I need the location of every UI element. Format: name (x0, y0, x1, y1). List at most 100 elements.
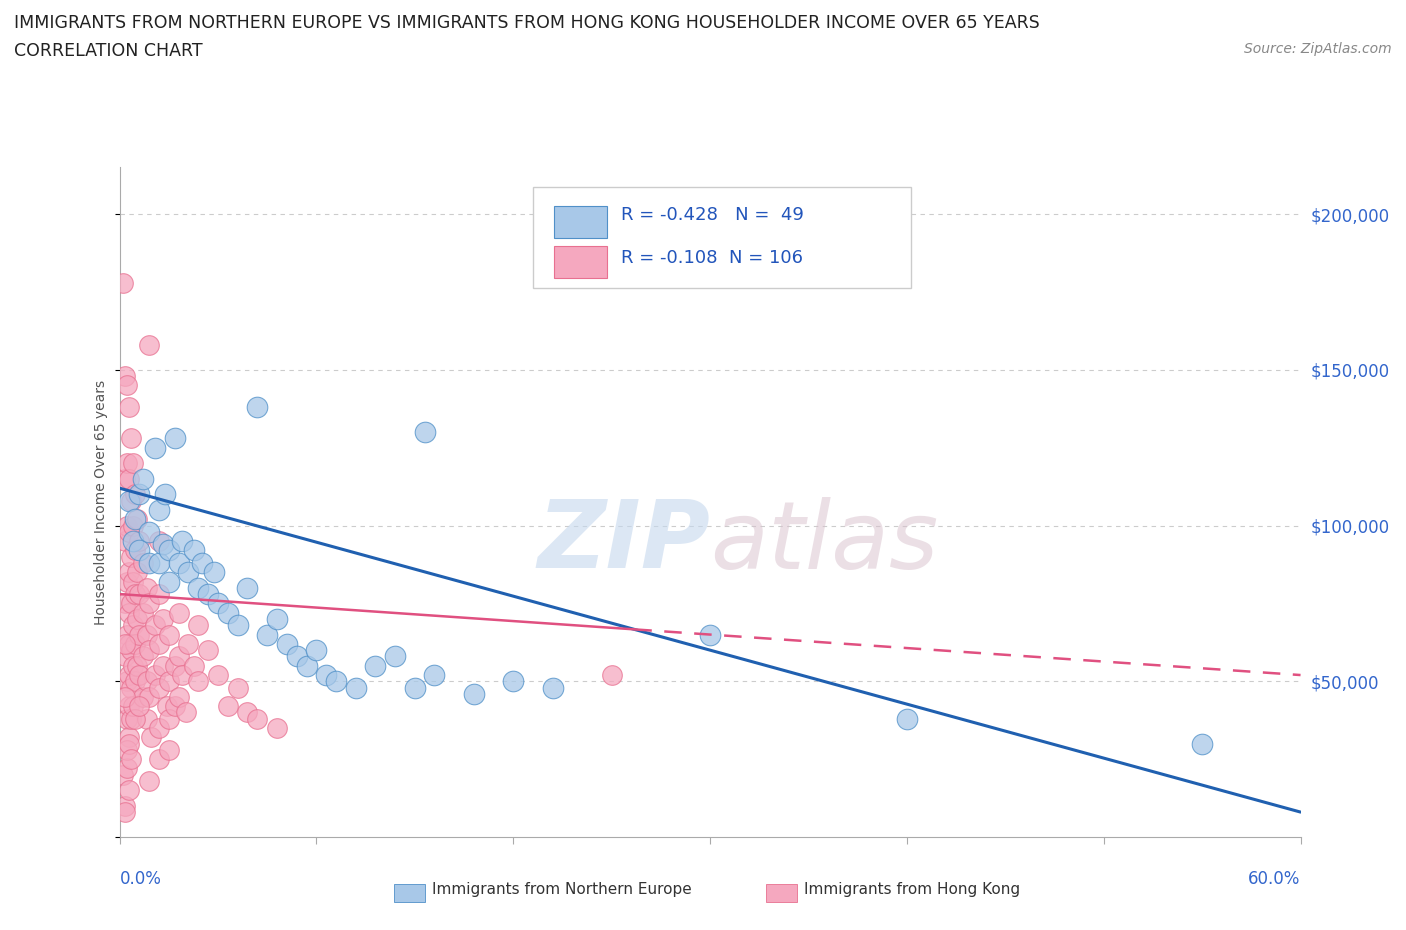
Point (152, 537, 174, 551)
Point (122, 574, 145, 589)
Point (167, 605, 190, 620)
Point (118, 783, 141, 798)
Point (120, 596, 142, 611)
Point (502, 674, 524, 689)
Point (138, 774, 160, 789)
Point (117, 742, 139, 757)
Point (114, 636, 136, 651)
Point (124, 512, 146, 526)
Point (152, 612, 174, 627)
Point (176, 705, 198, 720)
Point (183, 543, 205, 558)
Point (226, 680, 249, 695)
Y-axis label: Householder Income Over 65 years: Householder Income Over 65 years (94, 379, 108, 625)
Point (120, 680, 142, 695)
Point (699, 627, 721, 642)
Point (305, 643, 328, 658)
Point (153, 487, 176, 502)
Point (236, 580, 259, 595)
Point (423, 668, 446, 683)
Point (122, 658, 145, 673)
Point (136, 627, 159, 642)
Point (118, 698, 141, 713)
Point (177, 636, 200, 651)
Point (120, 431, 142, 445)
Point (266, 612, 288, 627)
Point (226, 618, 249, 632)
Point (128, 543, 150, 558)
Point (132, 605, 155, 620)
Point (157, 574, 180, 589)
Point (172, 534, 194, 549)
Point (202, 565, 225, 579)
Point (197, 587, 219, 602)
Point (143, 668, 166, 683)
Point (315, 668, 337, 683)
Point (266, 721, 288, 736)
Point (132, 649, 155, 664)
Point (117, 518, 139, 533)
Text: Immigrants from Northern Europe: Immigrants from Northern Europe (432, 882, 692, 897)
Point (384, 649, 406, 664)
Point (217, 698, 239, 713)
Point (183, 658, 205, 673)
Point (285, 649, 308, 664)
Point (207, 668, 229, 683)
Point (117, 761, 139, 776)
Point (197, 643, 219, 658)
Point (117, 711, 139, 726)
Point (138, 643, 160, 658)
Point (117, 627, 139, 642)
Text: R = -0.428   N =  49: R = -0.428 N = 49 (621, 206, 804, 224)
Point (120, 493, 142, 508)
Text: ZIP: ZIP (537, 497, 710, 589)
Point (172, 668, 194, 683)
Point (138, 338, 160, 352)
Point (118, 565, 141, 579)
Point (118, 730, 141, 745)
Point (128, 534, 150, 549)
Point (163, 698, 186, 713)
Point (138, 555, 160, 570)
Point (120, 643, 142, 658)
Point (128, 587, 150, 602)
Text: 60.0%: 60.0% (1249, 870, 1301, 887)
Point (152, 658, 174, 673)
Point (163, 658, 186, 673)
Point (187, 674, 209, 689)
Point (148, 751, 170, 766)
Point (127, 658, 149, 673)
Point (114, 804, 136, 819)
Point (148, 502, 170, 517)
Point (122, 456, 145, 471)
Point (157, 627, 180, 642)
Point (295, 658, 318, 673)
Point (157, 674, 180, 689)
Point (138, 525, 160, 539)
Point (118, 525, 141, 539)
Point (167, 555, 190, 570)
Point (163, 431, 186, 445)
Point (138, 596, 160, 611)
Point (148, 636, 170, 651)
Point (896, 711, 918, 726)
Point (128, 668, 150, 683)
FancyBboxPatch shape (533, 188, 911, 288)
Point (124, 587, 146, 602)
Point (114, 596, 136, 611)
Point (404, 680, 426, 695)
Point (122, 618, 145, 632)
Point (143, 618, 166, 632)
Point (413, 425, 436, 440)
Point (117, 456, 139, 471)
Point (120, 751, 142, 766)
FancyBboxPatch shape (554, 246, 607, 278)
Point (138, 689, 160, 704)
Point (120, 550, 142, 565)
Point (124, 711, 146, 726)
Point (246, 400, 269, 415)
Point (128, 698, 150, 713)
Point (217, 605, 239, 620)
Point (122, 518, 145, 533)
Point (127, 565, 149, 579)
